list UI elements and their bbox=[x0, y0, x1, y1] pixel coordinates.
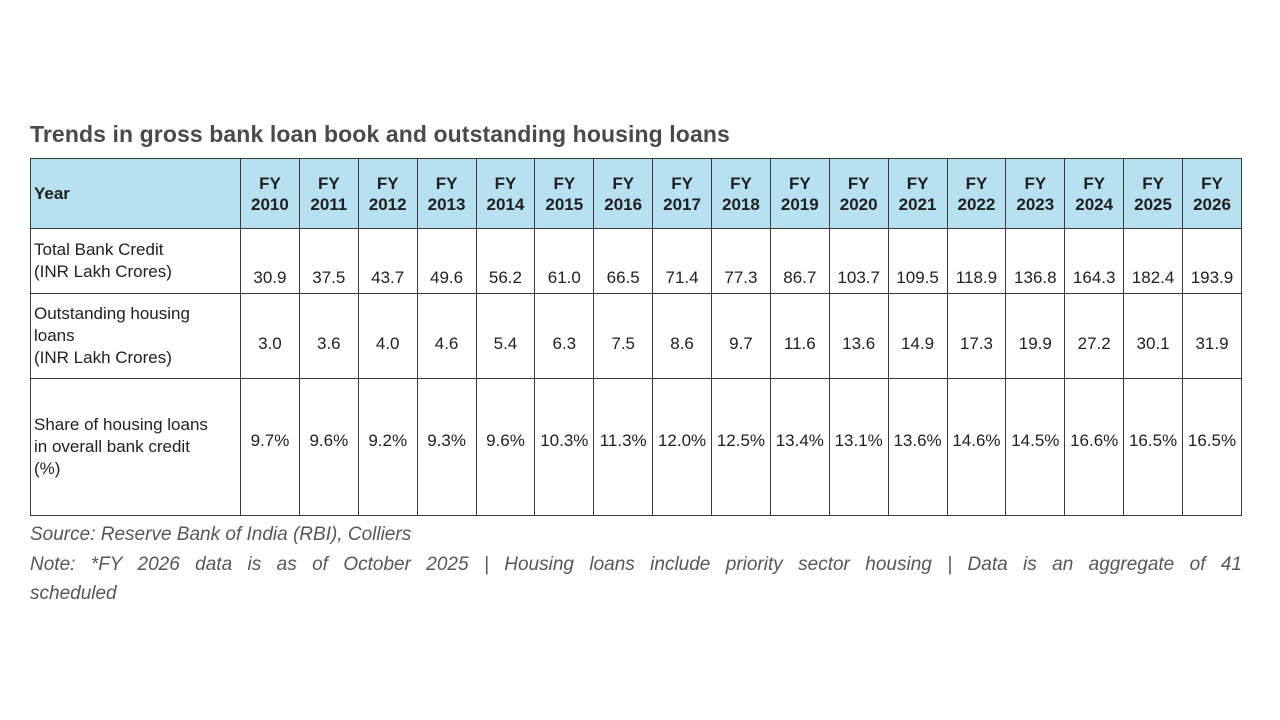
value-cell: 66.5 bbox=[593, 228, 654, 294]
col-header-fy2017: FY 2017 bbox=[652, 158, 712, 229]
value-cell: 56.2 bbox=[475, 228, 536, 294]
value-cell: 103.7 bbox=[828, 228, 889, 294]
col-header-fy2026: FY 2026 bbox=[1182, 158, 1242, 229]
value-cell: 30.9 bbox=[240, 228, 300, 294]
value-cell: 164.3 bbox=[1064, 228, 1125, 294]
value-cell: 8.6 bbox=[652, 293, 712, 379]
footnote-line-1: Note: *FY 2026 data is as of October 202… bbox=[30, 554, 1242, 575]
value-cell: 14.5% bbox=[1005, 378, 1066, 516]
year-column-header: Year bbox=[30, 158, 241, 229]
source-attribution: Source: Reserve Bank of India (RBI), Col… bbox=[30, 524, 412, 545]
col-header-fy2023: FY 2023 bbox=[1005, 158, 1066, 229]
col-header-fy2025: FY 2025 bbox=[1123, 158, 1183, 229]
value-cell: 11.3% bbox=[593, 378, 654, 516]
value-cell: 10.3% bbox=[534, 378, 595, 516]
value-cell: 9.3% bbox=[416, 378, 477, 516]
value-cell: 4.0 bbox=[357, 293, 418, 379]
table-header: Year FY 2010 FY 2011 FY 2012 FY 2013 FY … bbox=[30, 158, 1242, 229]
value-cell: 13.1% bbox=[828, 378, 889, 516]
col-header-fy2015: FY 2015 bbox=[534, 158, 595, 229]
row-label-outstanding-housing-loans: Outstanding housing loans (INR Lakh Cror… bbox=[30, 293, 241, 379]
value-cell: 9.6% bbox=[475, 378, 536, 516]
value-cell: 193.9 bbox=[1182, 228, 1242, 294]
value-cell: 7.5 bbox=[593, 293, 654, 379]
value-cell: 9.6% bbox=[298, 378, 359, 516]
col-header-fy2010: FY 2010 bbox=[240, 158, 300, 229]
row-label-share-of-housing-loans: Share of housing loans in overall bank c… bbox=[30, 378, 241, 516]
value-cell: 9.7% bbox=[240, 378, 300, 516]
value-cell: 19.9 bbox=[1005, 293, 1066, 379]
value-cell: 77.3 bbox=[711, 228, 771, 294]
value-cell: 16.5% bbox=[1123, 378, 1183, 516]
table-body: Total Bank Credit (INR Lakh Crores) 30.9… bbox=[30, 228, 1242, 516]
value-cell: 71.4 bbox=[652, 228, 712, 294]
value-cell: 3.6 bbox=[298, 293, 359, 379]
table-row-outstanding-housing-loans: Outstanding housing loans (INR Lakh Cror… bbox=[30, 293, 1242, 379]
value-cell: 182.4 bbox=[1123, 228, 1183, 294]
value-cell: 9.2% bbox=[357, 378, 418, 516]
table-row-share-of-housing-loans: Share of housing loans in overall bank c… bbox=[30, 378, 1242, 516]
value-cell: 14.6% bbox=[946, 378, 1007, 516]
col-header-fy2016: FY 2016 bbox=[593, 158, 654, 229]
header-row: Year FY 2010 FY 2011 FY 2012 FY 2013 FY … bbox=[30, 158, 1242, 229]
value-cell: 12.5% bbox=[711, 378, 771, 516]
value-cell: 27.2 bbox=[1064, 293, 1125, 379]
value-cell: 31.9 bbox=[1182, 293, 1242, 379]
page-title: Trends in gross bank loan book and outst… bbox=[30, 121, 730, 147]
footnote-line-2: scheduled bbox=[30, 583, 117, 604]
col-header-fy2011: FY 2011 bbox=[298, 158, 359, 229]
col-header-fy2012: FY 2012 bbox=[357, 158, 418, 229]
col-header-fy2021: FY 2021 bbox=[887, 158, 948, 229]
col-header-fy2022: FY 2022 bbox=[946, 158, 1007, 229]
value-cell: 109.5 bbox=[887, 228, 948, 294]
col-header-fy2024: FY 2024 bbox=[1064, 158, 1125, 229]
value-cell: 61.0 bbox=[534, 228, 595, 294]
col-header-fy2020: FY 2020 bbox=[828, 158, 889, 229]
col-header-fy2014: FY 2014 bbox=[475, 158, 536, 229]
col-header-fy2013: FY 2013 bbox=[416, 158, 477, 229]
value-cell: 9.7 bbox=[711, 293, 771, 379]
value-cell: 4.6 bbox=[416, 293, 477, 379]
value-cell: 13.6% bbox=[887, 378, 948, 516]
value-cell: 13.4% bbox=[769, 378, 830, 516]
table-row-total-bank-credit: Total Bank Credit (INR Lakh Crores) 30.9… bbox=[30, 228, 1242, 294]
col-header-fy2019: FY 2019 bbox=[769, 158, 830, 229]
footnote: Note: *FY 2026 data is as of October 202… bbox=[30, 550, 1242, 608]
content-area: Trends in gross bank loan book and outst… bbox=[30, 0, 1242, 608]
value-cell: 3.0 bbox=[240, 293, 300, 379]
row-label-total-bank-credit: Total Bank Credit (INR Lakh Crores) bbox=[30, 228, 241, 294]
value-cell: 17.3 bbox=[946, 293, 1007, 379]
value-cell: 11.6 bbox=[769, 293, 830, 379]
value-cell: 86.7 bbox=[769, 228, 830, 294]
loans-table: Year FY 2010 FY 2011 FY 2012 FY 2013 FY … bbox=[30, 158, 1242, 516]
value-cell: 12.0% bbox=[652, 378, 712, 516]
value-cell: 30.1 bbox=[1123, 293, 1183, 379]
value-cell: 49.6 bbox=[416, 228, 477, 294]
value-cell: 13.6 bbox=[828, 293, 889, 379]
value-cell: 6.3 bbox=[534, 293, 595, 379]
value-cell: 5.4 bbox=[475, 293, 536, 379]
value-cell: 43.7 bbox=[357, 228, 418, 294]
value-cell: 14.9 bbox=[887, 293, 948, 379]
col-header-fy2018: FY 2018 bbox=[711, 158, 771, 229]
value-cell: 118.9 bbox=[946, 228, 1007, 294]
value-cell: 136.8 bbox=[1005, 228, 1066, 294]
value-cell: 16.6% bbox=[1064, 378, 1125, 516]
value-cell: 16.5% bbox=[1182, 378, 1242, 516]
value-cell: 37.5 bbox=[298, 228, 359, 294]
